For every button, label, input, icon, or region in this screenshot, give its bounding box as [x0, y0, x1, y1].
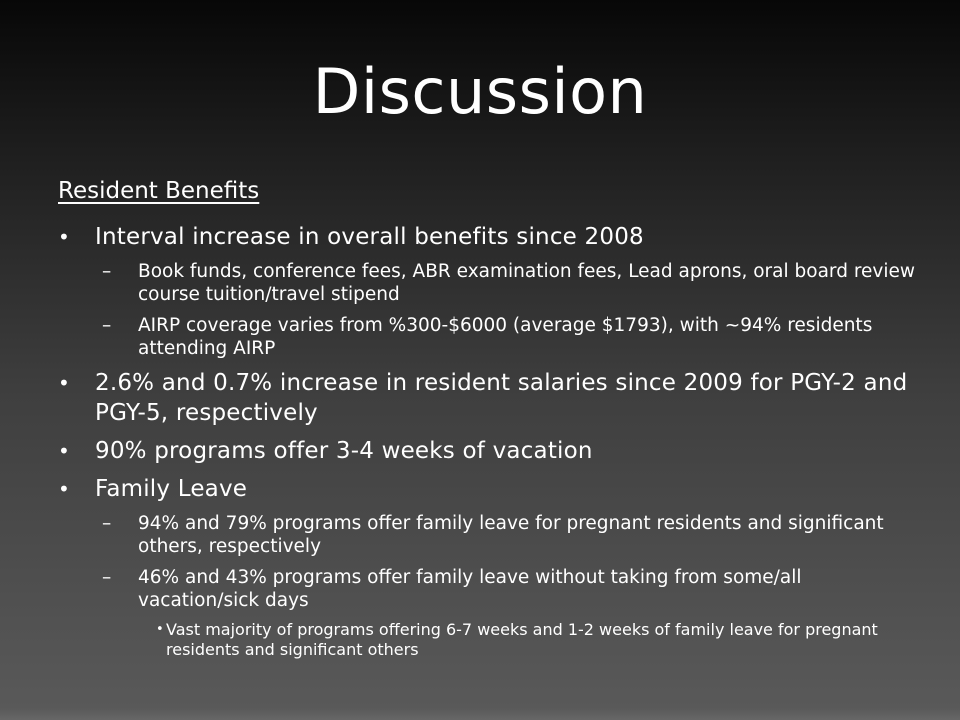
sub-bullet-item: – AIRP coverage varies from %300-$6000 (…	[58, 314, 918, 360]
sub-bullet-item: – 46% and 43% programs offer family leav…	[58, 566, 918, 612]
dash-icon: –	[102, 567, 112, 588]
bullet-text: 90% programs offer 3-4 weeks of vacation	[95, 438, 593, 464]
sub-sub-bullet-text: Vast majority of programs offering 6-7 w…	[166, 620, 878, 659]
bullet-item: • Interval increase in overall benefits …	[58, 222, 918, 252]
bullet-dot-icon: •	[58, 371, 70, 395]
sub-bullet-text: AIRP coverage varies from %300-$6000 (av…	[138, 315, 873, 359]
bullet-item: • 90% programs offer 3-4 weeks of vacati…	[58, 436, 918, 466]
bullet-dot-icon: •	[58, 225, 70, 249]
sub-sub-bullet-item: • Vast majority of programs offering 6-7…	[58, 620, 918, 660]
dash-icon: –	[102, 315, 112, 336]
bullet-list: • Interval increase in overall benefits …	[58, 222, 918, 666]
bullet-text: Family Leave	[95, 476, 248, 502]
bullet-dot-icon: •	[156, 622, 164, 637]
slide-title: Discussion	[312, 55, 648, 128]
bullet-dot-icon: •	[58, 439, 70, 463]
bullet-item: • Family Leave	[58, 474, 918, 504]
sub-bullet-item: – Book funds, conference fees, ABR exami…	[58, 260, 918, 306]
bullet-text: Interval increase in overall benefits si…	[95, 224, 644, 250]
bottom-shade	[0, 708, 960, 720]
sub-bullet-item: – 94% and 79% programs offer family leav…	[58, 512, 918, 558]
sub-bullet-text: 46% and 43% programs offer family leave …	[138, 567, 802, 611]
bullet-text: 2.6% and 0.7% increase in resident salar…	[95, 370, 908, 426]
section-heading: Resident Benefits	[58, 178, 260, 204]
sub-bullet-text: 94% and 79% programs offer family leave …	[138, 513, 884, 557]
dash-icon: –	[102, 513, 112, 534]
sub-bullet-text: Book funds, conference fees, ABR examina…	[138, 261, 916, 305]
bullet-item: • 2.6% and 0.7% increase in resident sal…	[58, 368, 918, 428]
dash-icon: –	[102, 261, 112, 282]
bullet-dot-icon: •	[58, 477, 70, 501]
